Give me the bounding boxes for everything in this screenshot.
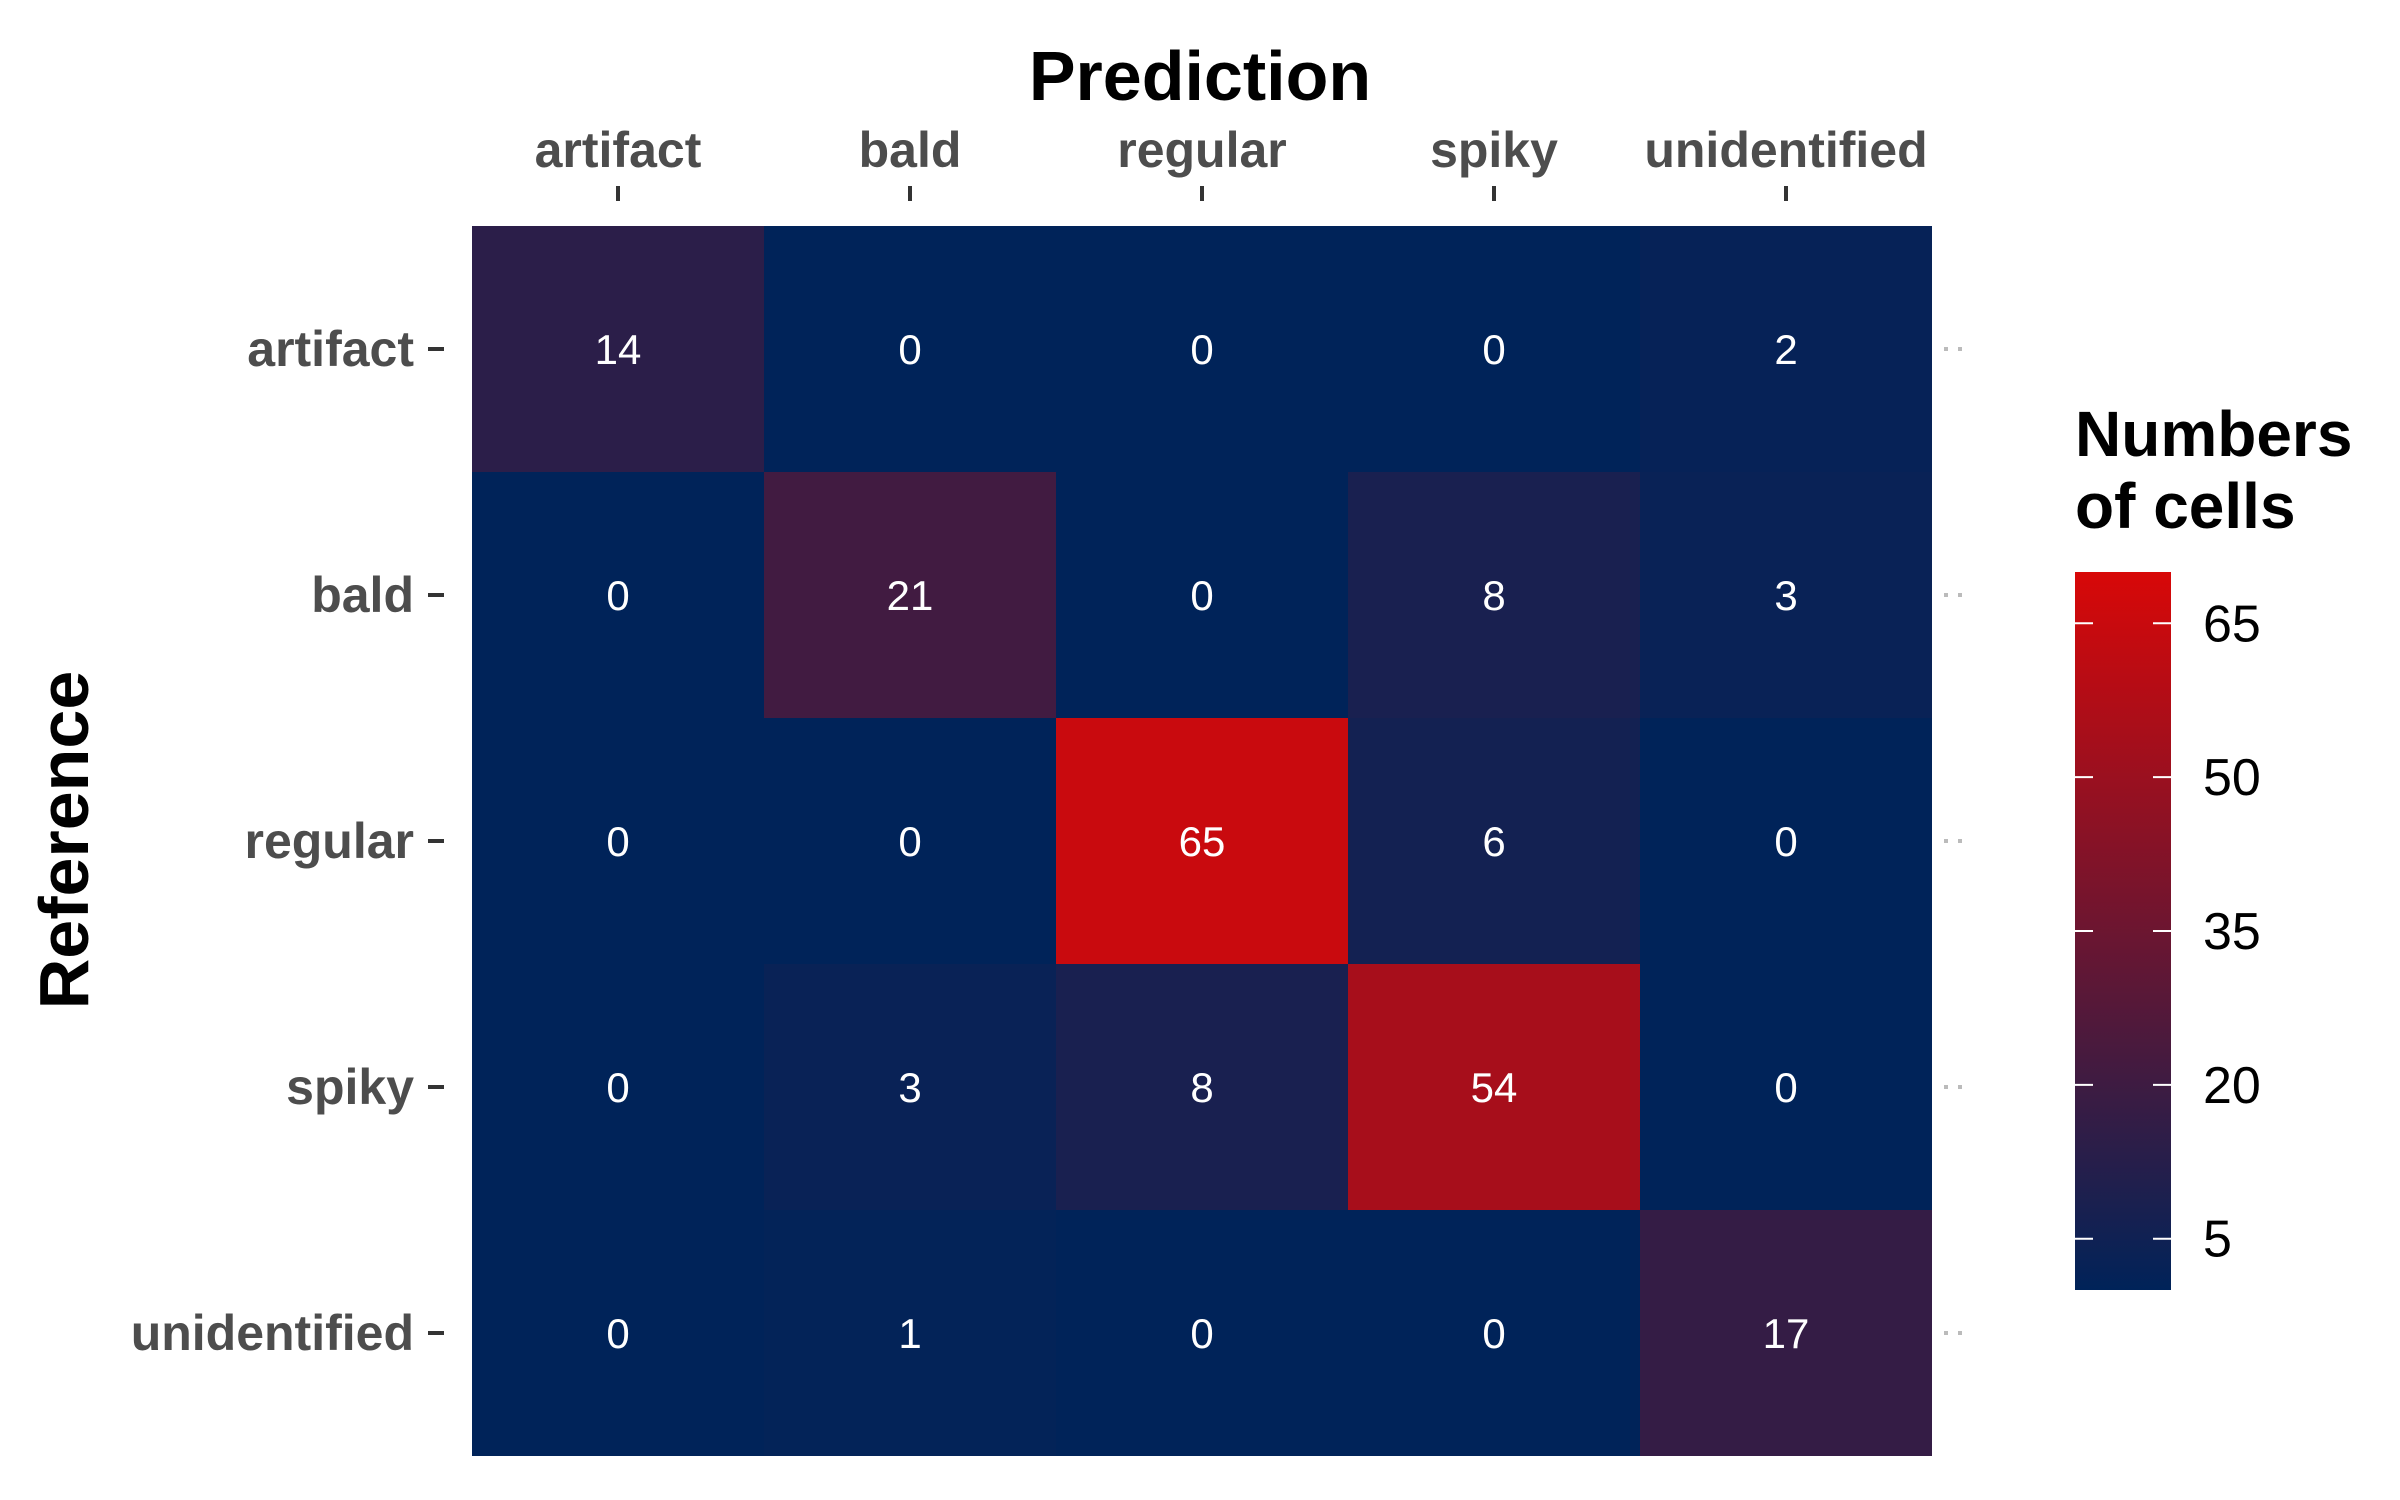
cell-value-label: 8 xyxy=(1190,1064,1213,1111)
heatmap-cell xyxy=(1056,472,1348,718)
heatmap-cell xyxy=(472,718,764,964)
heatmap-cell xyxy=(472,964,764,1210)
heatmap-cell xyxy=(1640,964,1932,1210)
heatmap-cell xyxy=(1640,718,1932,964)
heatmap-cell xyxy=(1348,718,1640,964)
cell-value-label: 0 xyxy=(606,1064,629,1111)
heatmap-cell xyxy=(1348,472,1640,718)
cell-value-label: 0 xyxy=(898,326,921,373)
heatmap-cell xyxy=(764,1210,1056,1456)
cell-value-label: 6 xyxy=(1482,818,1505,865)
legend-tick-label: 35 xyxy=(2203,903,2261,961)
heatmap-cell xyxy=(1056,1210,1348,1456)
heatmap-cell xyxy=(1056,964,1348,1210)
y-tick-label: spiky xyxy=(286,1059,414,1115)
cell-value-label: 0 xyxy=(1190,572,1213,619)
heatmap-cell xyxy=(1056,718,1348,964)
legend-tick-label: 5 xyxy=(2203,1211,2232,1269)
cell-value-label: 0 xyxy=(606,818,629,865)
y-axis-title: Reference xyxy=(25,671,103,1010)
cell-value-label: 0 xyxy=(1190,326,1213,373)
cell-value-label: 3 xyxy=(1774,572,1797,619)
cell-value-label: 14 xyxy=(595,326,642,373)
heatmap-cell xyxy=(1056,226,1348,472)
y-tick-label: regular xyxy=(244,813,414,869)
heatmap-cell xyxy=(764,226,1056,472)
heatmap-cell xyxy=(1640,472,1932,718)
heatmap-cell xyxy=(1348,1210,1640,1456)
cell-value-label: 65 xyxy=(1179,818,1226,865)
heatmap-cell xyxy=(472,1210,764,1456)
legend-tick-label: 20 xyxy=(2203,1057,2261,1115)
heatmap-cell xyxy=(764,964,1056,1210)
heatmap-cell xyxy=(764,472,1056,718)
heatmap-cell xyxy=(472,472,764,718)
cell-value-label: 17 xyxy=(1763,1310,1810,1357)
heatmap-cell xyxy=(1640,1210,1932,1456)
cell-value-label: 8 xyxy=(1482,572,1505,619)
legend-title: Numbers xyxy=(2075,398,2352,470)
legend-title: of cells xyxy=(2075,470,2296,542)
x-tick-label: unidentified xyxy=(1644,122,1927,178)
cell-value-label: 0 xyxy=(606,572,629,619)
cell-value-label: 21 xyxy=(887,572,934,619)
y-tick-label: bald xyxy=(311,567,414,623)
heatmap-cell xyxy=(1348,964,1640,1210)
cell-value-label: 3 xyxy=(898,1064,921,1111)
cell-value-label: 1 xyxy=(898,1310,921,1357)
legend-tick-label: 65 xyxy=(2203,595,2261,653)
cell-value-label: 54 xyxy=(1471,1064,1518,1111)
cell-value-label: 0 xyxy=(1190,1310,1213,1357)
x-tick-label: bald xyxy=(859,122,962,178)
cell-value-label: 2 xyxy=(1774,326,1797,373)
heatmap-cell xyxy=(764,718,1056,964)
legend-tick-label: 50 xyxy=(2203,749,2261,807)
x-tick-label: spiky xyxy=(1430,122,1558,178)
y-tick-label: artifact xyxy=(247,321,414,377)
x-tick-label: artifact xyxy=(535,122,702,178)
heatmap-cells: 14 0 0 0 2 0 21 0 8 3 0 0 65 6 0 0 3 8 54 0 0 1 0 0 17 xyxy=(472,226,1932,1456)
heatmap-cell xyxy=(1640,226,1932,472)
cell-value-label: 0 xyxy=(1482,1310,1505,1357)
cell-value-label: 0 xyxy=(1774,1064,1797,1111)
cell-value-label: 0 xyxy=(898,818,921,865)
cell-value-label: 0 xyxy=(606,1310,629,1357)
y-axis-ticks: artifact bald regular spiky unidentified xyxy=(131,321,1962,1361)
x-axis-ticks: artifact bald regular spiky unidentified xyxy=(535,122,1928,201)
heatmap-cell xyxy=(472,226,764,472)
x-axis-title: Prediction xyxy=(1029,37,1371,115)
y-tick-label: unidentified xyxy=(131,1305,414,1361)
x-tick-label: regular xyxy=(1117,122,1287,178)
heatmap-cell xyxy=(1348,226,1640,472)
cell-value-label: 0 xyxy=(1482,326,1505,373)
cell-value-label: 0 xyxy=(1774,818,1797,865)
